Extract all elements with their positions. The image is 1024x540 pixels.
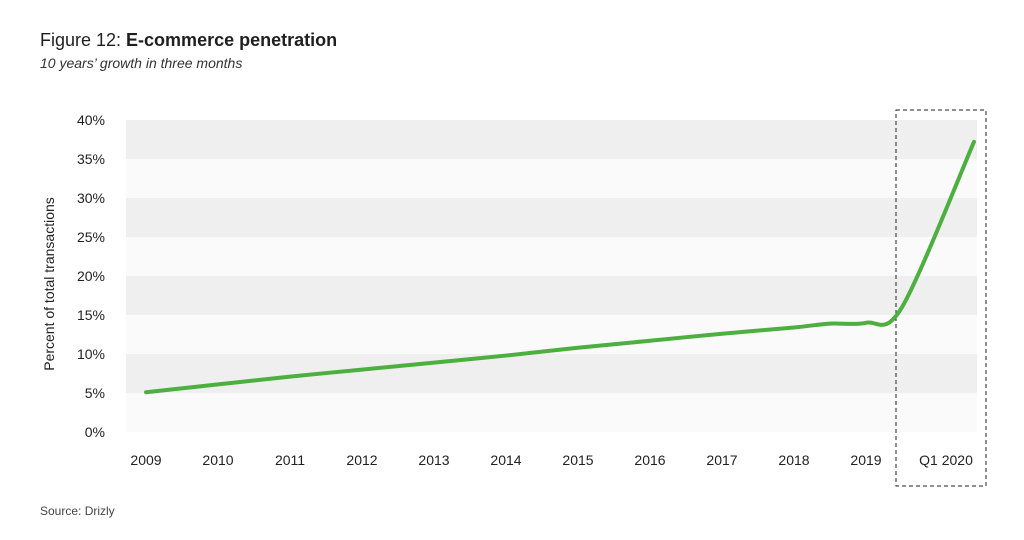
y-tick-label: 10%	[77, 346, 105, 362]
x-tick-label: 2019	[850, 452, 881, 468]
x-tick-label: 2011	[275, 452, 305, 468]
grid-band	[126, 237, 977, 276]
y-tick-label: 35%	[77, 151, 105, 167]
y-tick-label: 0%	[85, 424, 105, 440]
y-tick-label: 5%	[85, 385, 105, 401]
y-tick-label: 30%	[77, 190, 105, 206]
x-tick-label: 2010	[202, 452, 233, 468]
grid-bands	[126, 120, 977, 432]
title-main: E-commerce penetration	[126, 30, 338, 50]
source-note: Source: Drizly	[40, 504, 115, 518]
chart-title: Figure 12: E-commerce penetration	[40, 30, 337, 51]
x-tick-label: 2012	[346, 452, 377, 468]
highlight-box	[895, 109, 987, 487]
x-tick-label: 2018	[778, 452, 809, 468]
x-tick-label: 2015	[562, 452, 593, 468]
x-tick-label: 2009	[130, 452, 161, 468]
x-tick-label: 2016	[634, 452, 665, 468]
y-axis-label: Percent of total transactions	[41, 197, 57, 371]
grid-band	[126, 354, 977, 393]
x-axis-ticks: 2009 2010 2011 2012 2013 2014 2015 2016 2017 2018…	[130, 452, 973, 468]
grid-band	[126, 159, 977, 198]
y-tick-label: 15%	[77, 307, 105, 323]
y-tick-label: 20%	[77, 268, 105, 284]
grid-band	[126, 393, 977, 432]
x-tick-label: 2017	[706, 452, 737, 468]
y-tick-label: 25%	[77, 229, 105, 245]
x-tick-label: Q1 2020	[919, 452, 973, 468]
grid-band	[126, 120, 977, 159]
x-tick-label: 2014	[490, 452, 521, 468]
chart-subtitle: 10 years’ growth in three months	[40, 55, 243, 71]
grid-band	[126, 315, 977, 354]
y-axis-ticks: 0% 5% 10% 15% 20% 25% 30% 35% 40%	[77, 112, 105, 440]
grid-band	[126, 198, 977, 237]
x-tick-label: 2013	[418, 452, 449, 468]
title-prefix: Figure 12:	[40, 30, 127, 50]
y-tick-label: 40%	[77, 112, 105, 128]
grid-band	[126, 276, 977, 315]
series-line	[144, 139, 976, 395]
